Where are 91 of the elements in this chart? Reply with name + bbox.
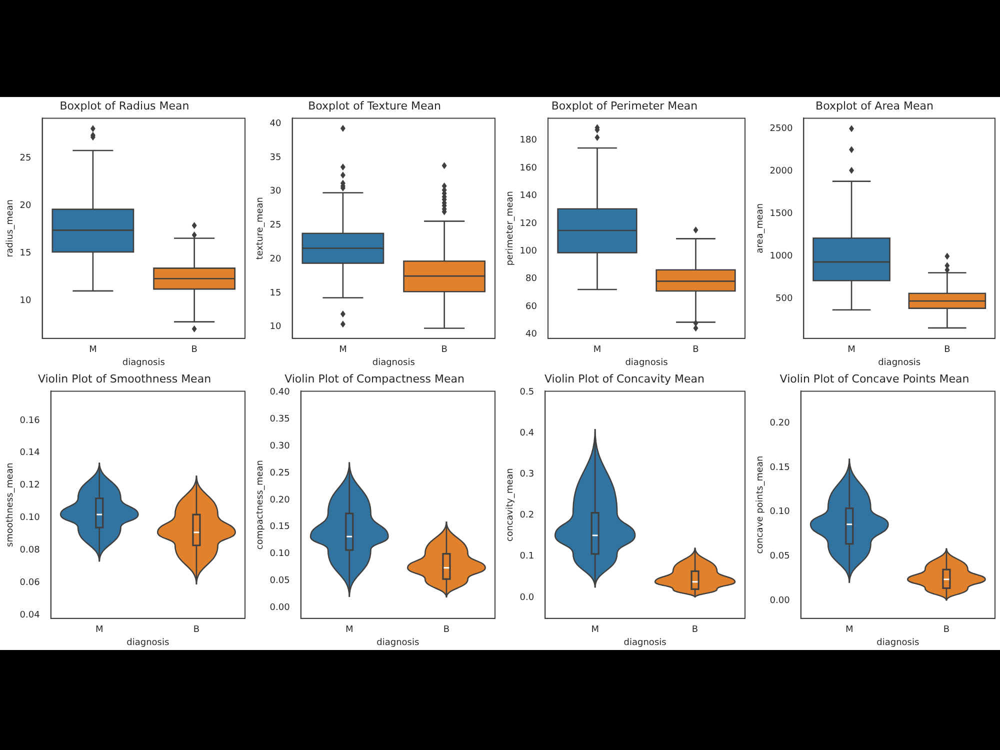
x-axis-title: diagnosis <box>122 358 166 368</box>
chart-title: Boxplot of Texture Mean <box>308 99 441 112</box>
y-tick-label: 100 <box>520 246 538 256</box>
x-tick-label: M <box>345 625 354 636</box>
y-tick-label: 0.1 <box>520 552 534 562</box>
x-tick-label: M <box>848 345 856 356</box>
x-tick-label: B <box>692 625 698 636</box>
y-axis-title: compactness_mean <box>256 460 266 550</box>
chart-title: Violin Plot of Smoothness Mean <box>38 372 212 386</box>
y-tick-label: 80 <box>526 274 538 284</box>
y-tick-label: 180 <box>520 136 538 146</box>
chart-title: Violin Plot of Concavity Mean <box>544 372 705 386</box>
x-tick-label: B <box>443 625 450 636</box>
x-axis-title: diagnosis <box>376 638 420 648</box>
y-tick-label: 0.20 <box>770 418 790 428</box>
x-tick-label: M <box>89 345 97 356</box>
x-tick-label: B <box>191 345 198 356</box>
y-tick-label: 35 <box>270 152 282 163</box>
x-axis-title: diagnosis <box>625 358 668 368</box>
y-tick-label: 0.10 <box>770 507 790 518</box>
y-tick-label: 0.30 <box>270 441 290 452</box>
y-axis-title: smoothness_mean <box>6 462 16 547</box>
y-tick-label: 0.5 <box>520 387 534 398</box>
y-axis-title: area_mean <box>756 203 766 254</box>
chart-title: Violin Plot of Compactness Mean <box>284 372 464 386</box>
y-tick-label: 2000 <box>770 166 793 177</box>
x-tick-label: M <box>845 625 854 636</box>
y-tick-label: 140 <box>520 191 538 202</box>
y-tick-label: 60 <box>526 302 538 312</box>
y-tick-label: 0.20 <box>270 495 290 506</box>
y-tick-label: 0.15 <box>270 522 290 532</box>
x-axis-title: diagnosis <box>126 638 170 648</box>
y-tick-label: 10 <box>270 322 282 332</box>
y-tick-label: 0.35 <box>270 414 290 425</box>
y-tick-label: 0.05 <box>770 552 790 562</box>
y-tick-label: 0.08 <box>20 546 40 556</box>
y-tick-label: 25 <box>270 220 282 231</box>
y-tick-label: 120 <box>520 218 538 229</box>
x-axis-title: diagnosis <box>372 358 416 368</box>
x-tick-label: M <box>593 345 602 356</box>
y-tick-label: 0.10 <box>20 513 40 524</box>
y-tick-label: 40 <box>270 118 282 129</box>
y-tick-label: 15 <box>20 248 32 258</box>
chart-title: Boxplot of Radius Mean <box>60 99 190 112</box>
y-tick-label: 0.04 <box>20 610 40 620</box>
x-tick-label: M <box>339 345 347 356</box>
y-tick-label: 0.3 <box>520 470 534 480</box>
y-tick-label: 1500 <box>770 209 793 220</box>
x-tick-label: B <box>193 625 200 636</box>
y-tick-label: 0.06 <box>20 578 40 588</box>
y-tick-label: 40 <box>526 330 538 340</box>
y-tick-label: 0.00 <box>770 596 790 606</box>
x-tick-label: B <box>943 625 950 636</box>
y-tick-label: 500 <box>776 294 793 304</box>
y-axis-title: radius_mean <box>6 199 16 258</box>
x-axis-title: diagnosis <box>876 638 920 648</box>
y-tick-label: 0.12 <box>20 480 40 491</box>
y-axis-title: texture_mean <box>256 197 266 260</box>
y-tick-label: 0.2 <box>520 510 534 521</box>
x-axis-title: diagnosis <box>878 358 921 368</box>
chart-title: Boxplot of Area Mean <box>816 99 934 112</box>
y-tick-label: 0.00 <box>270 602 290 613</box>
y-tick-label: 25 <box>20 153 32 164</box>
y-tick-label: 30 <box>270 186 282 197</box>
y-tick-label: 15 <box>270 288 282 298</box>
y-tick-label: 0.05 <box>270 576 290 586</box>
y-tick-label: 160 <box>520 163 538 174</box>
x-tick-label: B <box>441 345 448 356</box>
y-tick-label: 20 <box>270 254 282 264</box>
y-tick-label: 10 <box>20 296 32 306</box>
y-tick-label: 0.14 <box>20 448 40 458</box>
y-tick-label: 0.40 <box>270 388 290 398</box>
x-tick-label: B <box>944 345 950 356</box>
y-tick-label: 2500 <box>770 124 793 134</box>
chart-title: Violin Plot of Concave Points Mean <box>780 372 970 386</box>
y-tick-label: 20 <box>20 200 32 211</box>
y-tick-label: 0.10 <box>270 549 290 560</box>
chart-title: Boxplot of Perimeter Mean <box>551 99 698 112</box>
y-axis-title: concavity_mean <box>506 468 516 542</box>
y-tick-label: 0.4 <box>520 428 534 438</box>
y-axis-title: concave points_mean <box>756 456 766 554</box>
y-tick-label: 0.15 <box>770 462 790 473</box>
y-axis-title: perimeter_mean <box>506 191 516 266</box>
x-tick-label: B <box>692 345 699 356</box>
x-tick-label: M <box>95 625 104 636</box>
y-tick-label: 0.0 <box>520 592 534 603</box>
x-axis-title: diagnosis <box>624 638 667 648</box>
x-tick-label: M <box>591 625 599 636</box>
y-tick-label: 1000 <box>770 252 793 262</box>
y-tick-label: 0.25 <box>270 468 290 478</box>
y-tick-label: 0.16 <box>20 416 40 426</box>
